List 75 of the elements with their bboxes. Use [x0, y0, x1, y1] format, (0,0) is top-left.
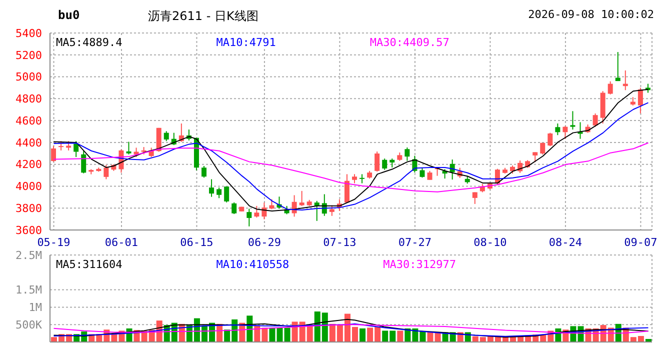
y-tick-label: 5400 — [16, 26, 42, 40]
y-tick-label: 4800 — [16, 92, 42, 106]
y-tick-label: 4600 — [16, 114, 42, 128]
text: MA30:312977 — [381, 258, 458, 271]
candlestick — [352, 174, 357, 184]
x-tick-label: 06-01 — [104, 236, 138, 249]
y-tick-label: 1.5M — [16, 284, 42, 297]
candlestick — [374, 151, 380, 172]
bar — [397, 330, 404, 342]
candlestick — [299, 190, 304, 206]
y-tick-label: 500K — [16, 318, 42, 332]
candlestick — [66, 140, 72, 151]
line-series — [53, 323, 649, 337]
candlestick — [164, 130, 169, 142]
x-tick-label: 05-19 — [37, 236, 70, 249]
candlestick — [578, 122, 583, 140]
y-tick-label: 4200 — [16, 158, 42, 172]
candlestick — [360, 174, 365, 184]
candlestick — [404, 146, 410, 162]
candlestick — [254, 205, 260, 218]
candlestick — [562, 126, 568, 140]
candlestick — [382, 158, 388, 170]
chart-title: 沥青2611 - 日K线图 — [148, 8, 258, 25]
candlestick — [74, 140, 79, 158]
text: MA30:4409.57 — [368, 36, 452, 49]
y-tick-label: 3600 — [16, 224, 42, 237]
candlestick — [224, 186, 230, 203]
candlestick — [608, 80, 613, 95]
y-tick-label: 1M — [28, 301, 42, 314]
text: MA5:4889.4 — [54, 36, 124, 49]
candlestick — [314, 200, 320, 222]
x-tick-label: 06-15 — [180, 236, 214, 249]
candlestick — [104, 164, 109, 180]
candlestick — [126, 141, 132, 155]
candlestick — [638, 87, 643, 114]
candlestick — [329, 204, 334, 216]
candlestick — [570, 110, 576, 130]
y-tick-label: 5200 — [16, 48, 42, 62]
bar — [269, 328, 276, 342]
y-tick-label: 2.5M — [16, 248, 42, 262]
candlestick — [134, 147, 139, 158]
candlestick — [58, 140, 64, 151]
x-tick-label: 09-07 — [624, 236, 658, 249]
candlestick — [592, 112, 598, 128]
line-series — [53, 324, 649, 334]
text: MA10:4791 — [214, 36, 278, 49]
candlestick — [532, 152, 538, 163]
y-tick-label: 3800 — [16, 202, 42, 216]
y-tick-label: 5000 — [16, 70, 42, 84]
x-tick-label: 08-10 — [474, 236, 507, 249]
candlestick — [51, 146, 56, 162]
y-tick-label: 4400 — [16, 136, 42, 150]
text: bu0 — [58, 8, 80, 22]
x-tick-label: 07-13 — [323, 236, 356, 249]
candlestick — [420, 167, 425, 178]
candlestick — [555, 123, 560, 136]
bar — [360, 328, 366, 342]
x-tick-label: 08-24 — [548, 236, 582, 249]
candlestick — [246, 208, 252, 227]
candlestick — [344, 174, 350, 204]
x-tick-label: 06-29 — [248, 236, 282, 249]
y-tick-label: 4000 — [16, 180, 42, 194]
candlestick — [81, 150, 86, 174]
candlestick — [548, 132, 553, 147]
text: MA10:410558 — [214, 258, 292, 271]
text: MA5:311604 — [54, 258, 124, 271]
text: 2026-09-08 10:00:02 — [528, 8, 654, 21]
x-tick-label: 07-27 — [398, 236, 432, 249]
candlestick — [232, 202, 237, 215]
candlestick — [269, 198, 274, 210]
candlestick — [202, 165, 206, 178]
candlestick — [472, 192, 478, 204]
candlestick — [615, 52, 620, 82]
candlestick — [209, 178, 214, 198]
candlestick — [216, 187, 222, 199]
